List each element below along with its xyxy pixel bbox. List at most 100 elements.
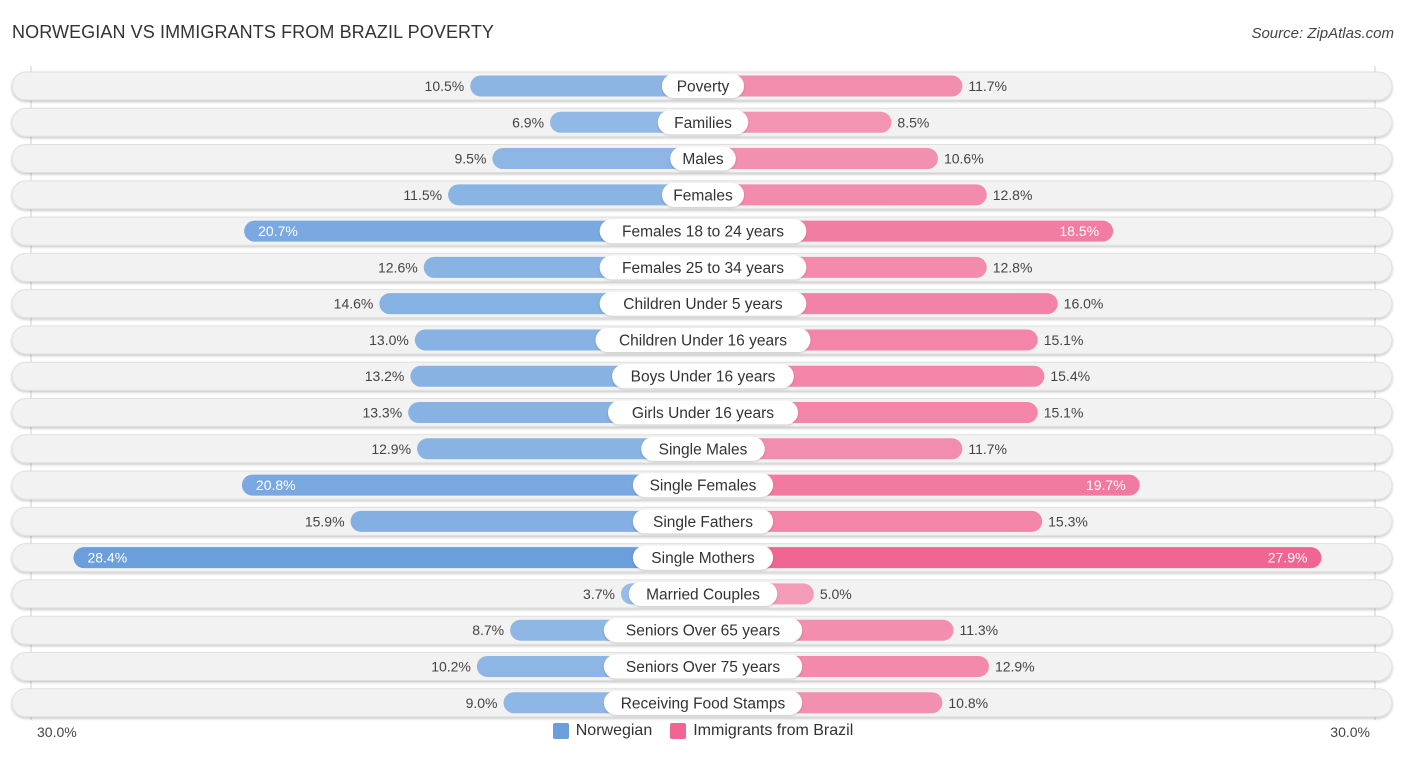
value-label-brazil: 12.8% [993, 187, 1033, 203]
category-label: Males [682, 151, 724, 168]
bar-norwegian [241, 474, 714, 496]
row-single-females: 20.8% 19.7% Single Females [11, 470, 1393, 500]
category-pill [657, 110, 749, 135]
value-label-norwegian: 14.6% [334, 296, 374, 312]
category-label: Children Under 5 years [623, 296, 783, 313]
row-females-18-to-24-years: 20.7% 18.5% Females 18 to 24 years [11, 216, 1393, 246]
category-pill [599, 255, 807, 280]
row-boys-under-16-years: 13.2% 15.4% Boys Under 16 years [11, 361, 1393, 391]
value-label-brazil: 11.3% [959, 622, 998, 638]
bar-norwegian [417, 438, 714, 460]
bar-brazil [692, 184, 987, 206]
row-seniors-over-75-years: 10.2% 12.9% Seniors Over 75 years [11, 651, 1393, 681]
category-pill [599, 219, 807, 244]
value-label-brazil: 5.0% [820, 586, 852, 602]
category-label: Single Mothers [651, 550, 755, 567]
category-label: Females 18 to 24 years [622, 224, 784, 241]
value-label-brazil: 12.9% [995, 658, 1035, 674]
row-single-males: 12.9% 11.7% Single Males [11, 434, 1393, 464]
row-females: 11.5% 12.8% Females [11, 180, 1393, 210]
bar-brazil [692, 510, 1043, 532]
row-poverty: 10.5% 11.7% Poverty [11, 71, 1393, 101]
legend-swatch-norwegian [552, 723, 569, 739]
category-pill [632, 473, 774, 498]
value-label-brazil: 27.9% [1268, 550, 1308, 566]
category-label: Families [674, 115, 732, 132]
row-families: 6.9% 8.5% Families [11, 107, 1393, 137]
row-females-25-to-34-years: 12.6% 12.8% Females 25 to 34 years [11, 252, 1393, 282]
category-label: Single Males [659, 441, 748, 458]
chart-title: NORWEGIAN VS IMMIGRANTS FROM BRAZIL POVE… [12, 22, 495, 42]
category-pill [661, 182, 745, 207]
value-label-norwegian: 13.3% [362, 405, 402, 421]
axis-tick-left: 30.0% [37, 724, 77, 740]
source-label: Source: ZipAtlas.com [1251, 25, 1394, 42]
value-label-norwegian: 28.4% [87, 550, 127, 566]
value-label-brazil: 12.8% [993, 259, 1033, 275]
row-single-mothers: 28.4% 27.9% Single Mothers [11, 543, 1393, 573]
value-label-brazil: 15.3% [1048, 513, 1088, 529]
value-label-norwegian: 13.0% [369, 332, 409, 348]
category-pill [632, 545, 774, 570]
legend-label-brazil: Immigrants from Brazil [693, 722, 854, 739]
category-label: Receiving Food Stamps [621, 695, 786, 712]
value-label-norwegian: 12.6% [378, 259, 418, 275]
category-pill [661, 74, 745, 98]
category-label: Poverty [677, 79, 730, 96]
value-label-norwegian: 20.7% [258, 223, 298, 239]
value-label-norwegian: 8.7% [472, 622, 504, 638]
value-label-brazil: 10.6% [944, 151, 984, 167]
value-label-brazil: 10.8% [948, 695, 988, 711]
value-label-norwegian: 15.9% [305, 513, 345, 529]
legend-swatch-brazil [670, 723, 687, 739]
category-pill [612, 364, 794, 389]
category-pill [641, 436, 765, 461]
value-label-brazil: 11.7% [968, 441, 1007, 457]
category-label: Seniors Over 75 years [626, 659, 780, 676]
row-males: 9.5% 10.6% Males [11, 144, 1393, 174]
bar-norwegian [244, 220, 714, 242]
row-children-under-5-years: 14.6% 16.0% Children Under 5 years [11, 289, 1393, 319]
bar-norwegian [470, 75, 714, 97]
axis-tick-right: 30.0% [1330, 724, 1370, 740]
value-label-brazil: 8.5% [897, 114, 929, 130]
value-label-norwegian: 12.9% [371, 441, 411, 457]
category-label: Seniors Over 65 years [626, 623, 780, 640]
category-pill [603, 690, 803, 715]
row-children-under-16-years: 13.0% 15.1% Children Under 16 years [11, 325, 1393, 355]
category-pill [603, 618, 803, 643]
category-label: Single Females [650, 478, 757, 495]
category-label: Boys Under 16 years [631, 369, 776, 386]
bar-brazil [692, 474, 1140, 496]
value-label-norwegian: 9.0% [466, 695, 498, 711]
value-label-norwegian: 6.9% [512, 114, 544, 130]
category-label: Married Couples [646, 586, 760, 603]
legend-item-brazil[interactable]: Immigrants from Brazil [670, 722, 853, 740]
bar-norwegian [448, 184, 714, 206]
category-pill [608, 400, 798, 425]
row-married-couples: 3.7% 5.0% Married Couples [11, 579, 1393, 609]
row-receiving-food-stamps: 9.0% 10.8% Receiving Food Stamps [11, 688, 1393, 718]
value-label-norwegian: 3.7% [583, 586, 615, 602]
legend-item-norwegian[interactable]: Norwegian [552, 722, 653, 740]
value-label-brazil: 18.5% [1059, 223, 1099, 239]
bar-norwegian [73, 547, 714, 569]
legend-label-norwegian: Norwegian [575, 722, 653, 739]
value-label-brazil: 15.4% [1050, 368, 1090, 384]
value-label-norwegian: 20.8% [256, 477, 296, 493]
row-single-fathers: 15.9% 15.3% Single Fathers [11, 506, 1393, 536]
bar-norwegian [492, 148, 714, 170]
category-pill [632, 509, 774, 534]
category-label: Single Fathers [653, 514, 753, 531]
category-label: Girls Under 16 years [632, 405, 774, 422]
category-label: Females 25 to 34 years [622, 260, 784, 277]
value-label-brazil: 15.1% [1044, 405, 1084, 421]
category-pill [628, 581, 778, 606]
value-label-brazil: 19.7% [1086, 477, 1126, 493]
bar-norwegian [350, 510, 714, 532]
value-label-brazil: 16.0% [1064, 296, 1104, 312]
row-seniors-over-65-years: 8.7% 11.3% Seniors Over 65 years [11, 615, 1393, 645]
value-label-norwegian: 11.5% [403, 187, 442, 203]
bar-brazil [692, 75, 963, 97]
